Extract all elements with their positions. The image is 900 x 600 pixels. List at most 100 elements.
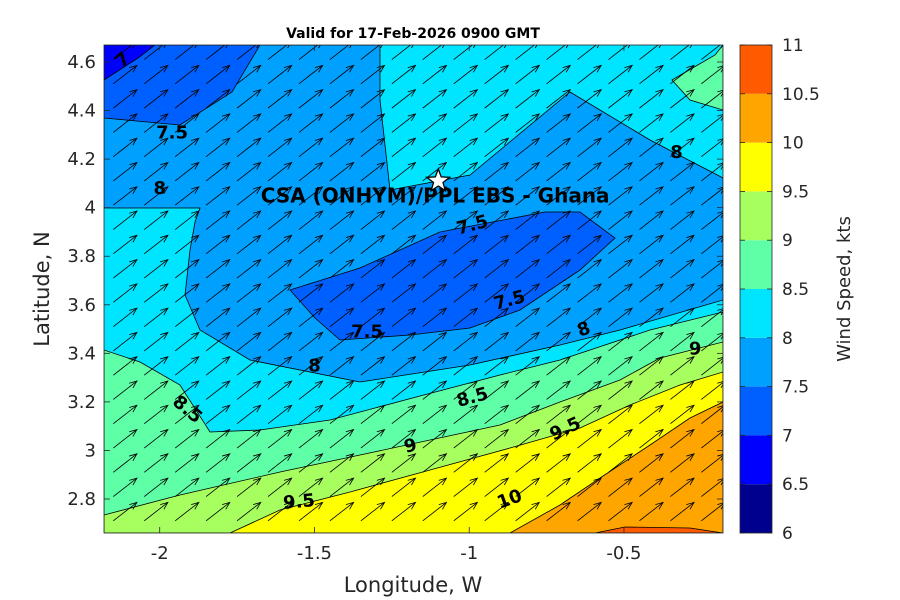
wind-arrow	[391, 64, 417, 85]
wind-arrow	[329, 45, 352, 60]
band-7-north	[104, 45, 261, 126]
wind-arrow	[422, 404, 448, 425]
wind-arrow	[670, 186, 695, 206]
wind-arrow	[113, 307, 138, 327]
colorbar-band	[740, 386, 772, 436]
wind-arrow	[113, 113, 138, 133]
wind-arrow	[546, 113, 572, 133]
band-10	[509, 401, 723, 533]
wind-arrow	[174, 210, 200, 230]
wind-arrow	[422, 380, 448, 400]
contour-label: 9	[689, 338, 702, 359]
wind-arrow	[298, 258, 324, 279]
colorbar-tick-label: 8.5	[782, 280, 809, 300]
wind-arrow	[670, 501, 695, 522]
wind-arrow	[577, 186, 603, 206]
wind-arrow	[267, 210, 293, 230]
wind-arrow	[174, 356, 200, 376]
wind-arrow	[391, 501, 417, 522]
wind-arrow	[422, 283, 448, 303]
wind-arrow	[298, 88, 324, 109]
colorbar-tick-label: 10.5	[782, 85, 820, 105]
wind-arrow	[236, 380, 262, 400]
x-tick-label: -1.5	[297, 543, 332, 564]
wind-arrow	[391, 404, 417, 425]
wind-arrow	[391, 258, 417, 279]
wind-arrow	[546, 477, 572, 497]
wind-arrow	[329, 331, 355, 352]
wind-arrow	[608, 161, 633, 182]
chart-title: Valid for 17-Feb-2026 0900 GMT	[286, 26, 540, 42]
wind-arrow	[113, 428, 138, 449]
wind-arrow	[143, 331, 169, 352]
wind-arrow	[329, 404, 355, 425]
colorbar-band	[740, 191, 772, 241]
wind-arrow	[267, 307, 293, 327]
band-7-5-north	[104, 45, 723, 383]
x-tick-label: -0.5	[606, 543, 641, 564]
wind-arrow	[701, 186, 723, 206]
wind-arrow	[453, 234, 479, 255]
wind-arrow	[236, 161, 262, 182]
wind-arrow	[360, 453, 386, 473]
wind-arrow	[360, 88, 386, 109]
band-10-5	[594, 526, 723, 533]
wind-arrow	[701, 478, 723, 497]
colorbar-label: Wind Speed, kts	[834, 216, 855, 362]
wind-arrow	[298, 137, 324, 157]
wind-arrow	[639, 380, 664, 400]
wind-arrow	[360, 234, 386, 255]
wind-arrow	[143, 210, 169, 230]
wind-arrow	[113, 404, 138, 425]
wind-arrow	[670, 161, 695, 182]
wind-arrow	[515, 283, 541, 303]
wind-arrow	[453, 380, 479, 400]
wind-arrow	[701, 381, 723, 400]
wind-arrow	[329, 258, 355, 279]
wind-arrow	[453, 501, 479, 522]
wind-arrow	[391, 210, 417, 230]
wind-arrow	[298, 356, 324, 376]
wind-arrow	[205, 161, 231, 182]
wind-arrow	[360, 113, 386, 133]
wind-arrow	[577, 501, 603, 522]
colorbar-band	[740, 45, 772, 94]
wind-arrow	[360, 356, 386, 376]
wind-arrow	[298, 113, 324, 133]
wind-arrow	[298, 428, 324, 449]
wind-arrow	[391, 307, 417, 327]
wind-arrow	[143, 428, 169, 449]
wind-arrow	[391, 137, 417, 157]
wind-arrow	[484, 453, 510, 473]
wind-arrow	[670, 404, 695, 425]
wind-arrow	[236, 45, 259, 60]
wind-arrow	[174, 428, 200, 449]
wind-arrow	[639, 88, 664, 109]
wind-arrow	[639, 161, 664, 182]
wind-arrow	[360, 331, 386, 352]
wind-arrow	[236, 88, 262, 109]
wind-arrow	[298, 283, 324, 303]
wind-arrow	[422, 258, 448, 279]
wind-arrow	[608, 307, 633, 327]
wind-arrow	[515, 186, 541, 206]
wind-arrow	[577, 258, 603, 279]
wind-arrow	[577, 113, 603, 133]
wind-arrow	[205, 356, 231, 376]
wind-arrow	[267, 258, 293, 279]
wind-arrow	[329, 356, 355, 376]
colorbar-band	[740, 337, 772, 387]
wind-arrow	[546, 283, 572, 303]
wind-arrow	[267, 64, 293, 85]
wind-arrow	[267, 88, 293, 109]
wind-arrow	[360, 477, 386, 497]
wind-arrow	[236, 137, 262, 157]
wind-arrow	[391, 45, 414, 60]
wind-arrow	[113, 137, 138, 157]
wind-arrow	[391, 113, 417, 133]
wind-arrow	[236, 307, 262, 327]
wind-arrow	[174, 404, 200, 425]
wind-arrow	[577, 477, 603, 497]
wind-arrow	[329, 453, 355, 473]
wind-arrow	[670, 137, 695, 157]
